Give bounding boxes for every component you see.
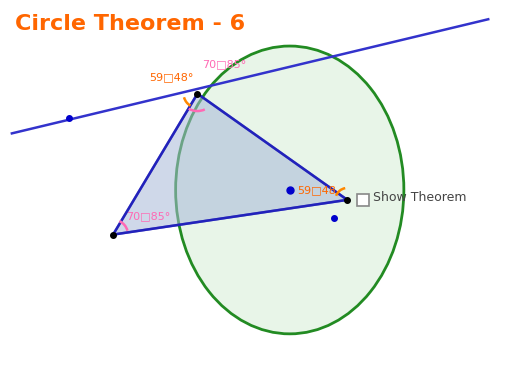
Text: Show Theorem: Show Theorem <box>373 191 466 204</box>
Text: Circle Theorem - 6: Circle Theorem - 6 <box>15 14 245 34</box>
Ellipse shape <box>176 46 404 334</box>
Text: 59□48°: 59□48° <box>149 73 193 83</box>
Text: 70□85°: 70□85° <box>202 59 247 69</box>
Text: 70□85°: 70□85° <box>126 212 170 222</box>
Text: 59□48: 59□48 <box>297 185 336 195</box>
FancyBboxPatch shape <box>357 194 369 206</box>
Polygon shape <box>113 94 347 235</box>
